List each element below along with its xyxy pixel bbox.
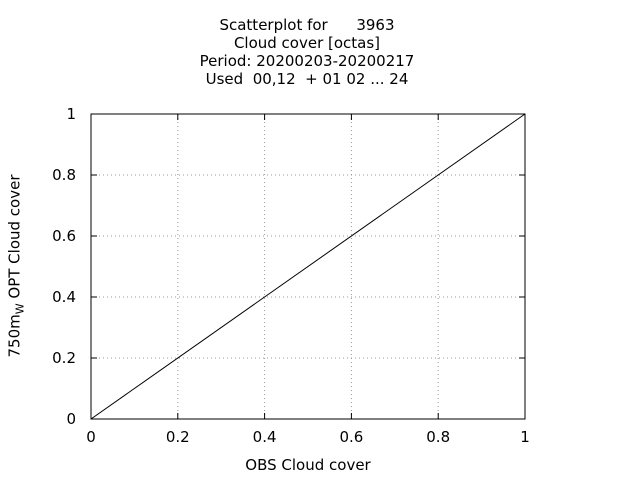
title-line-2: Cloud cover [octas] (233, 34, 381, 52)
y-tick-label: 0.6 (52, 227, 76, 245)
data-layer (90, 113, 526, 420)
grid (91, 114, 525, 419)
y-tick-label: 0 (66, 410, 76, 428)
x-tick-label: 0.4 (253, 428, 277, 446)
x-tick-label: 0.8 (426, 428, 450, 446)
y-axis-label-main: 750m (5, 314, 24, 358)
y-tick-label: 0.4 (52, 288, 76, 306)
x-tick-label: 1 (520, 428, 530, 446)
title-line-4: Used 00,12 + 01 02 ... 24 (205, 70, 409, 88)
x-tick-label: 0.2 (166, 428, 190, 446)
series-line (90, 113, 526, 420)
y-axis-label: 750mW OPT Cloud cover (6, 174, 27, 357)
y-axis-label-rest: OPT Cloud cover (5, 174, 24, 304)
x-axis-label: OBS Cloud cover (245, 456, 371, 474)
chart-title: Scatterplot for 3963 Cloud cover [octas]… (0, 16, 614, 88)
title-line-1: Scatterplot for 3963 (219, 16, 395, 34)
y-tick-label: 0.2 (52, 349, 76, 367)
x-tick-label: 0 (86, 428, 96, 446)
tick-marks (90, 113, 526, 420)
x-tick-labels: 0 0.2 0.4 0.6 0.8 1 (86, 428, 530, 446)
y-tick-label: 1 (66, 105, 76, 123)
plot-frame (90, 113, 526, 420)
y-tick-label: 0.8 (52, 166, 76, 184)
y-axis-label-sub: W (13, 303, 27, 315)
title-line-3: Period: 20200203-20200217 (199, 52, 415, 70)
y-tick-labels: 0 0.2 0.4 0.6 0.8 1 (52, 105, 76, 428)
x-tick-label: 0.6 (339, 428, 363, 446)
